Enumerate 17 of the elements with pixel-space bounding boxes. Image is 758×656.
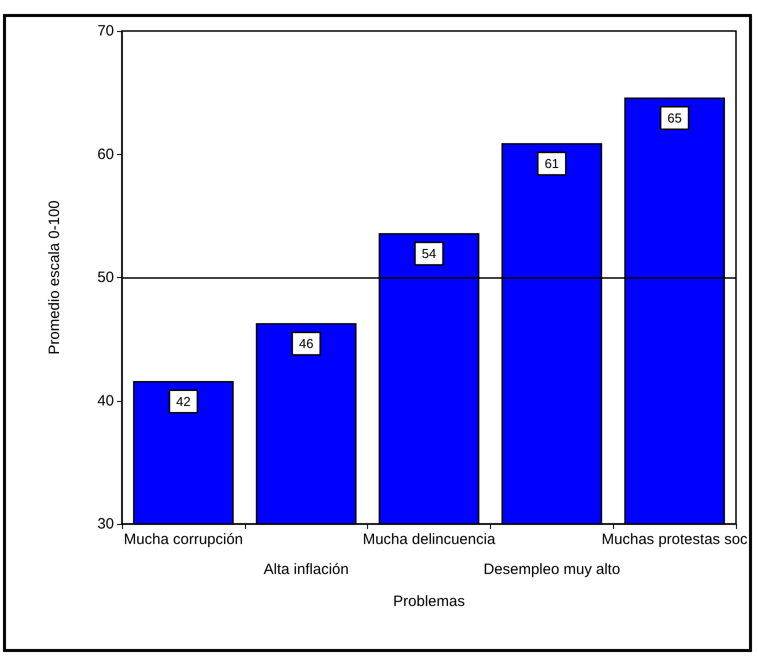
y-tick-label: 30 (97, 516, 114, 532)
data-label: 65 (667, 110, 682, 126)
x-tick-label: Muchas protestas soc (602, 531, 748, 548)
x-tick-label: Desempleo muy alto (483, 561, 620, 578)
x-axis-title: Problemas (393, 593, 465, 610)
y-tick-label: 40 (97, 392, 114, 410)
x-tick-label: Mucha corrupción (124, 531, 244, 548)
data-label: 42 (176, 394, 191, 410)
y-axis-title: Promedio escala 0-100 (46, 200, 63, 355)
x-tick-label: Alta inflación (264, 561, 349, 578)
y-tick-label: 60 (97, 146, 114, 163)
y-tick-label: 70 (97, 22, 114, 40)
data-label: 46 (298, 336, 314, 352)
y-tick-label: 50 (97, 269, 114, 286)
x-tick-label: Mucha delincuencia (362, 531, 496, 548)
data-label: 61 (544, 156, 560, 172)
data-label: 54 (422, 246, 436, 262)
